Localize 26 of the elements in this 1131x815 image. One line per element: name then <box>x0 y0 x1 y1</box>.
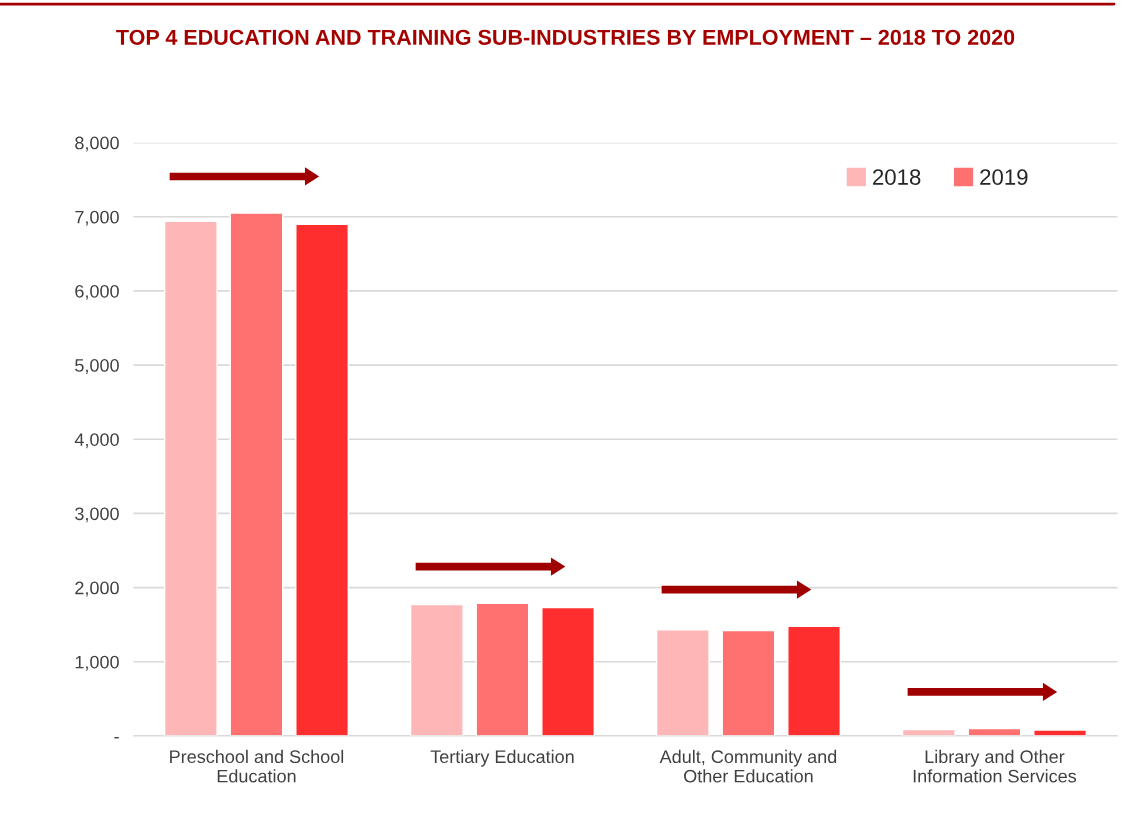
bar <box>409 603 464 736</box>
y-tick-label: 4,000 <box>74 433 119 449</box>
x-tick-label: Tertiary Education <box>430 749 574 767</box>
bar <box>229 212 284 736</box>
y-tick-label: 8,000 <box>75 136 119 152</box>
x-tick-label: Library and Other Information Services <box>913 749 1077 783</box>
bar <box>787 625 841 736</box>
bar <box>475 602 530 736</box>
bar <box>541 606 595 736</box>
y-tick-label: 6,000 <box>75 284 119 300</box>
bar <box>721 629 776 736</box>
bar <box>1033 729 1087 736</box>
x-tick-label: Preschool and School Education <box>170 749 344 783</box>
y-tick-label: - <box>114 736 119 739</box>
y-tick-label: 3,000 <box>75 507 119 523</box>
bar <box>655 629 710 736</box>
bar <box>163 220 218 736</box>
y-tick-label: 1,000 <box>75 655 119 671</box>
x-tick-label: Adult, Community and Other Education <box>659 749 837 783</box>
y-tick-label: 2,000 <box>75 581 119 597</box>
legend-label: 2018 <box>873 169 921 185</box>
legend-label: 2019 <box>980 169 1028 185</box>
y-tick-label: 5,000 <box>75 359 119 374</box>
chart-title: TOP 4 EDUCATION AND TRAINING SUB-INDUSTRIES BY EMPLOYMENT – 2018 TO 2020 <box>116 29 1015 45</box>
bar <box>295 223 349 736</box>
y-tick-label: 7,000 <box>75 210 119 226</box>
